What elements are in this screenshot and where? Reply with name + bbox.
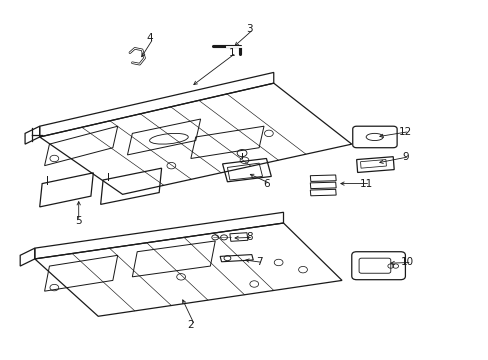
Text: 12: 12 xyxy=(398,127,411,136)
Text: 11: 11 xyxy=(359,179,372,189)
Text: 9: 9 xyxy=(401,152,408,162)
Text: 5: 5 xyxy=(75,216,82,226)
Text: 6: 6 xyxy=(263,179,269,189)
Text: 10: 10 xyxy=(401,257,413,267)
Text: 8: 8 xyxy=(245,232,252,242)
Text: 4: 4 xyxy=(146,33,152,43)
Text: 7: 7 xyxy=(255,257,262,267)
Text: 3: 3 xyxy=(245,24,252,35)
Text: 2: 2 xyxy=(187,320,194,330)
Text: 1: 1 xyxy=(228,48,235,58)
